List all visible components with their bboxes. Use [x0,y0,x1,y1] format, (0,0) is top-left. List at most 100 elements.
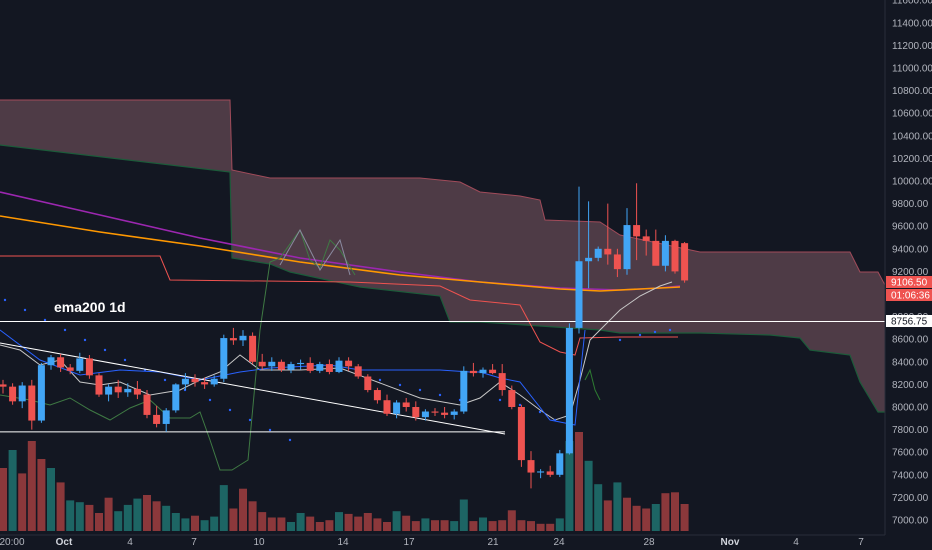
volume-bar [536,523,545,531]
volume-bar [37,459,46,531]
candle-body [306,362,314,371]
candle-body [383,400,391,414]
x-tick-label: 20:00 [0,537,25,548]
volume-bar [152,501,161,531]
sar-dot [438,393,442,397]
candle-body [133,388,141,395]
x-tick-label: 7 [858,537,864,548]
price-axis[interactable] [885,0,932,550]
volume-bar [642,508,651,531]
volume-bar [287,522,295,531]
candlesticks [0,183,689,489]
volume-bar [411,521,420,531]
candle-body [153,414,161,424]
y-tick-label: 9600.00 [892,222,929,233]
candle-body [258,361,266,367]
volume-bar [594,484,603,531]
y-tick-label: 9400.00 [892,244,929,255]
price-label-bg [886,315,932,327]
candle-body [671,240,679,272]
volume-bar [479,517,487,531]
y-tick-label: 8600.00 [892,335,929,346]
volume-bar [171,513,180,531]
volume-bar [85,504,94,531]
x-tick-label: 4 [793,537,799,548]
volume-bar [565,441,574,531]
candle-body [652,240,660,266]
volume-bar [239,488,247,531]
candle-body [76,358,84,371]
volume-bar [335,512,343,531]
candle-body [220,338,228,379]
volume-bar [95,513,103,531]
candle-body [498,373,506,391]
volume-bar [363,513,372,531]
cloud-top-edge [0,99,886,286]
y-tick-label: 10600.00 [892,109,932,120]
y-tick-label: 9200.00 [892,267,929,278]
volume-bar [440,520,449,531]
lagging-span-grey [279,228,351,276]
volume-bars [0,432,689,531]
volume-bar [277,517,286,531]
x-tick-label: 21 [487,537,499,548]
sar-dot [3,298,7,302]
volume-bar [75,502,84,531]
volume-bar [680,504,689,531]
candle-body [623,225,631,270]
y-tick-label: 11400.00 [892,18,932,29]
candle-body [575,261,583,328]
y-tick-label: 7800.00 [892,425,929,436]
sar-dot [228,408,232,412]
x-tick-label: 7 [191,537,197,548]
y-tick-label: 11000.00 [892,64,932,75]
volume-bar [354,516,363,531]
volume-bar [584,460,593,531]
x-tick-label: 17 [403,537,415,548]
price-label-bg [886,289,932,301]
sar-dot [418,388,422,392]
time-axis[interactable] [0,535,932,550]
x-tick-label: Nov [721,537,740,548]
volume-bar [18,473,27,531]
volume-bar [210,516,219,531]
x-tick-label: 14 [337,537,349,548]
y-tick-label: 8000.00 [892,403,929,414]
volume-bar [402,515,411,531]
y-tick-label: 10400.00 [892,131,932,142]
annotation-ema200: ema200 1d [54,299,126,315]
candle-body [565,327,573,454]
y-tick-label: 8200.00 [892,380,929,391]
candle-body [268,361,276,367]
volume-bar [296,513,305,531]
candle-body [287,364,295,370]
volume-bar [0,468,7,531]
candle-body [450,411,458,415]
candle-body [517,407,525,461]
candle-body [0,384,7,387]
falling-trendline [0,342,506,435]
volume-bar [661,493,670,531]
candle-body [335,360,343,372]
candle-body [373,390,381,401]
candle-body [345,360,353,367]
candle-body [114,386,122,393]
sar-dot [553,418,557,422]
candle-body [105,386,113,395]
lagging-span-green [0,228,356,471]
volume-bar [267,517,276,531]
candle-body [66,367,74,371]
candle-body [162,410,170,424]
candle-body [527,460,535,473]
volume-bar [459,499,468,531]
volume-bar [162,505,171,531]
volume-bar [143,495,151,531]
y-tick-label: 7200.00 [892,493,929,504]
volume-bar [507,510,516,531]
sar-dot [288,438,292,442]
candle-body [681,243,689,281]
candle-body [37,365,45,421]
volume-bar [104,497,113,531]
candle-body [124,388,132,393]
